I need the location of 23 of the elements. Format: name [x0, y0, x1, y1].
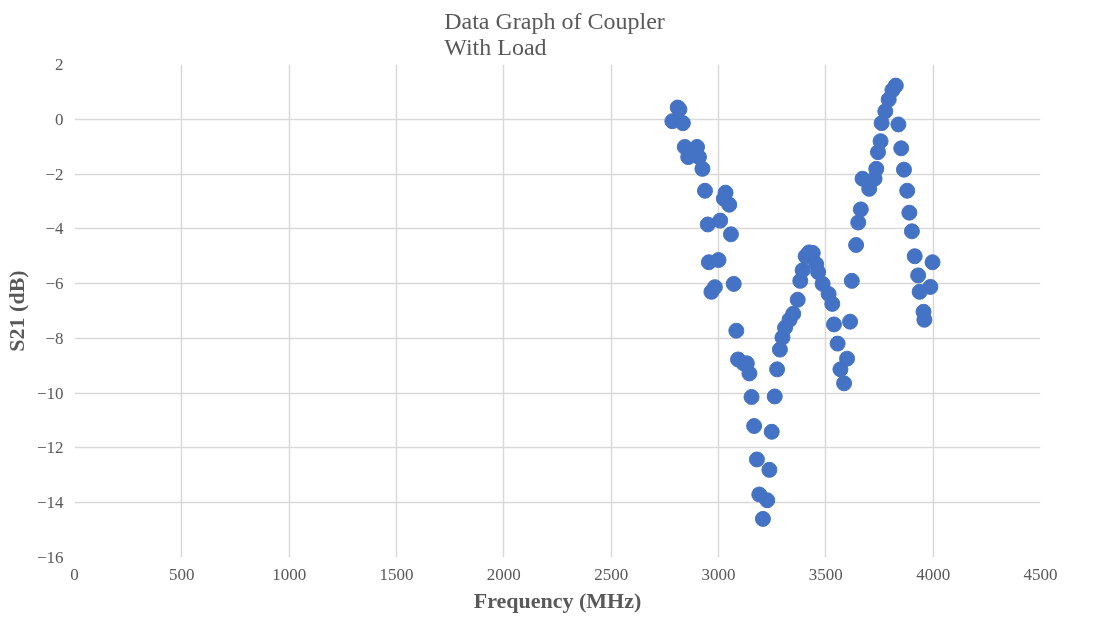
y-axis-title: S21 (dB)	[3, 270, 29, 352]
x-axis-title: Frequency (MHz)	[473, 587, 642, 613]
x-tick-label: 1500	[379, 564, 414, 584]
x-tick-label: 1000	[272, 564, 307, 584]
y-tick-label: −16	[36, 548, 64, 567]
x-tick-label: 4000	[916, 564, 951, 584]
x-tick-label: 3000	[701, 564, 736, 584]
y-tick-label: −8	[45, 328, 64, 348]
y-tick-label: −14	[36, 493, 64, 513]
y-tick-label: −4	[45, 219, 64, 239]
x-tick-label: 2500	[594, 564, 629, 584]
chart-title: Data Graph of Coupler With Load	[444, 7, 665, 60]
x-tick-label: 0	[70, 564, 79, 584]
y-tick-label: −12	[36, 438, 64, 458]
x-tick-label: 3500	[808, 564, 843, 584]
y-tick-label: −2	[45, 164, 64, 184]
y-tick-label: −6	[45, 274, 64, 294]
y-tick-label: 2	[55, 55, 64, 74]
y-tick-label: −10	[36, 383, 64, 403]
x-tick-label: 2000	[486, 564, 521, 584]
x-tick-label: 500	[169, 564, 195, 584]
x-tick-label: 4500	[1023, 564, 1058, 584]
y-tick-label: 0	[55, 109, 64, 129]
